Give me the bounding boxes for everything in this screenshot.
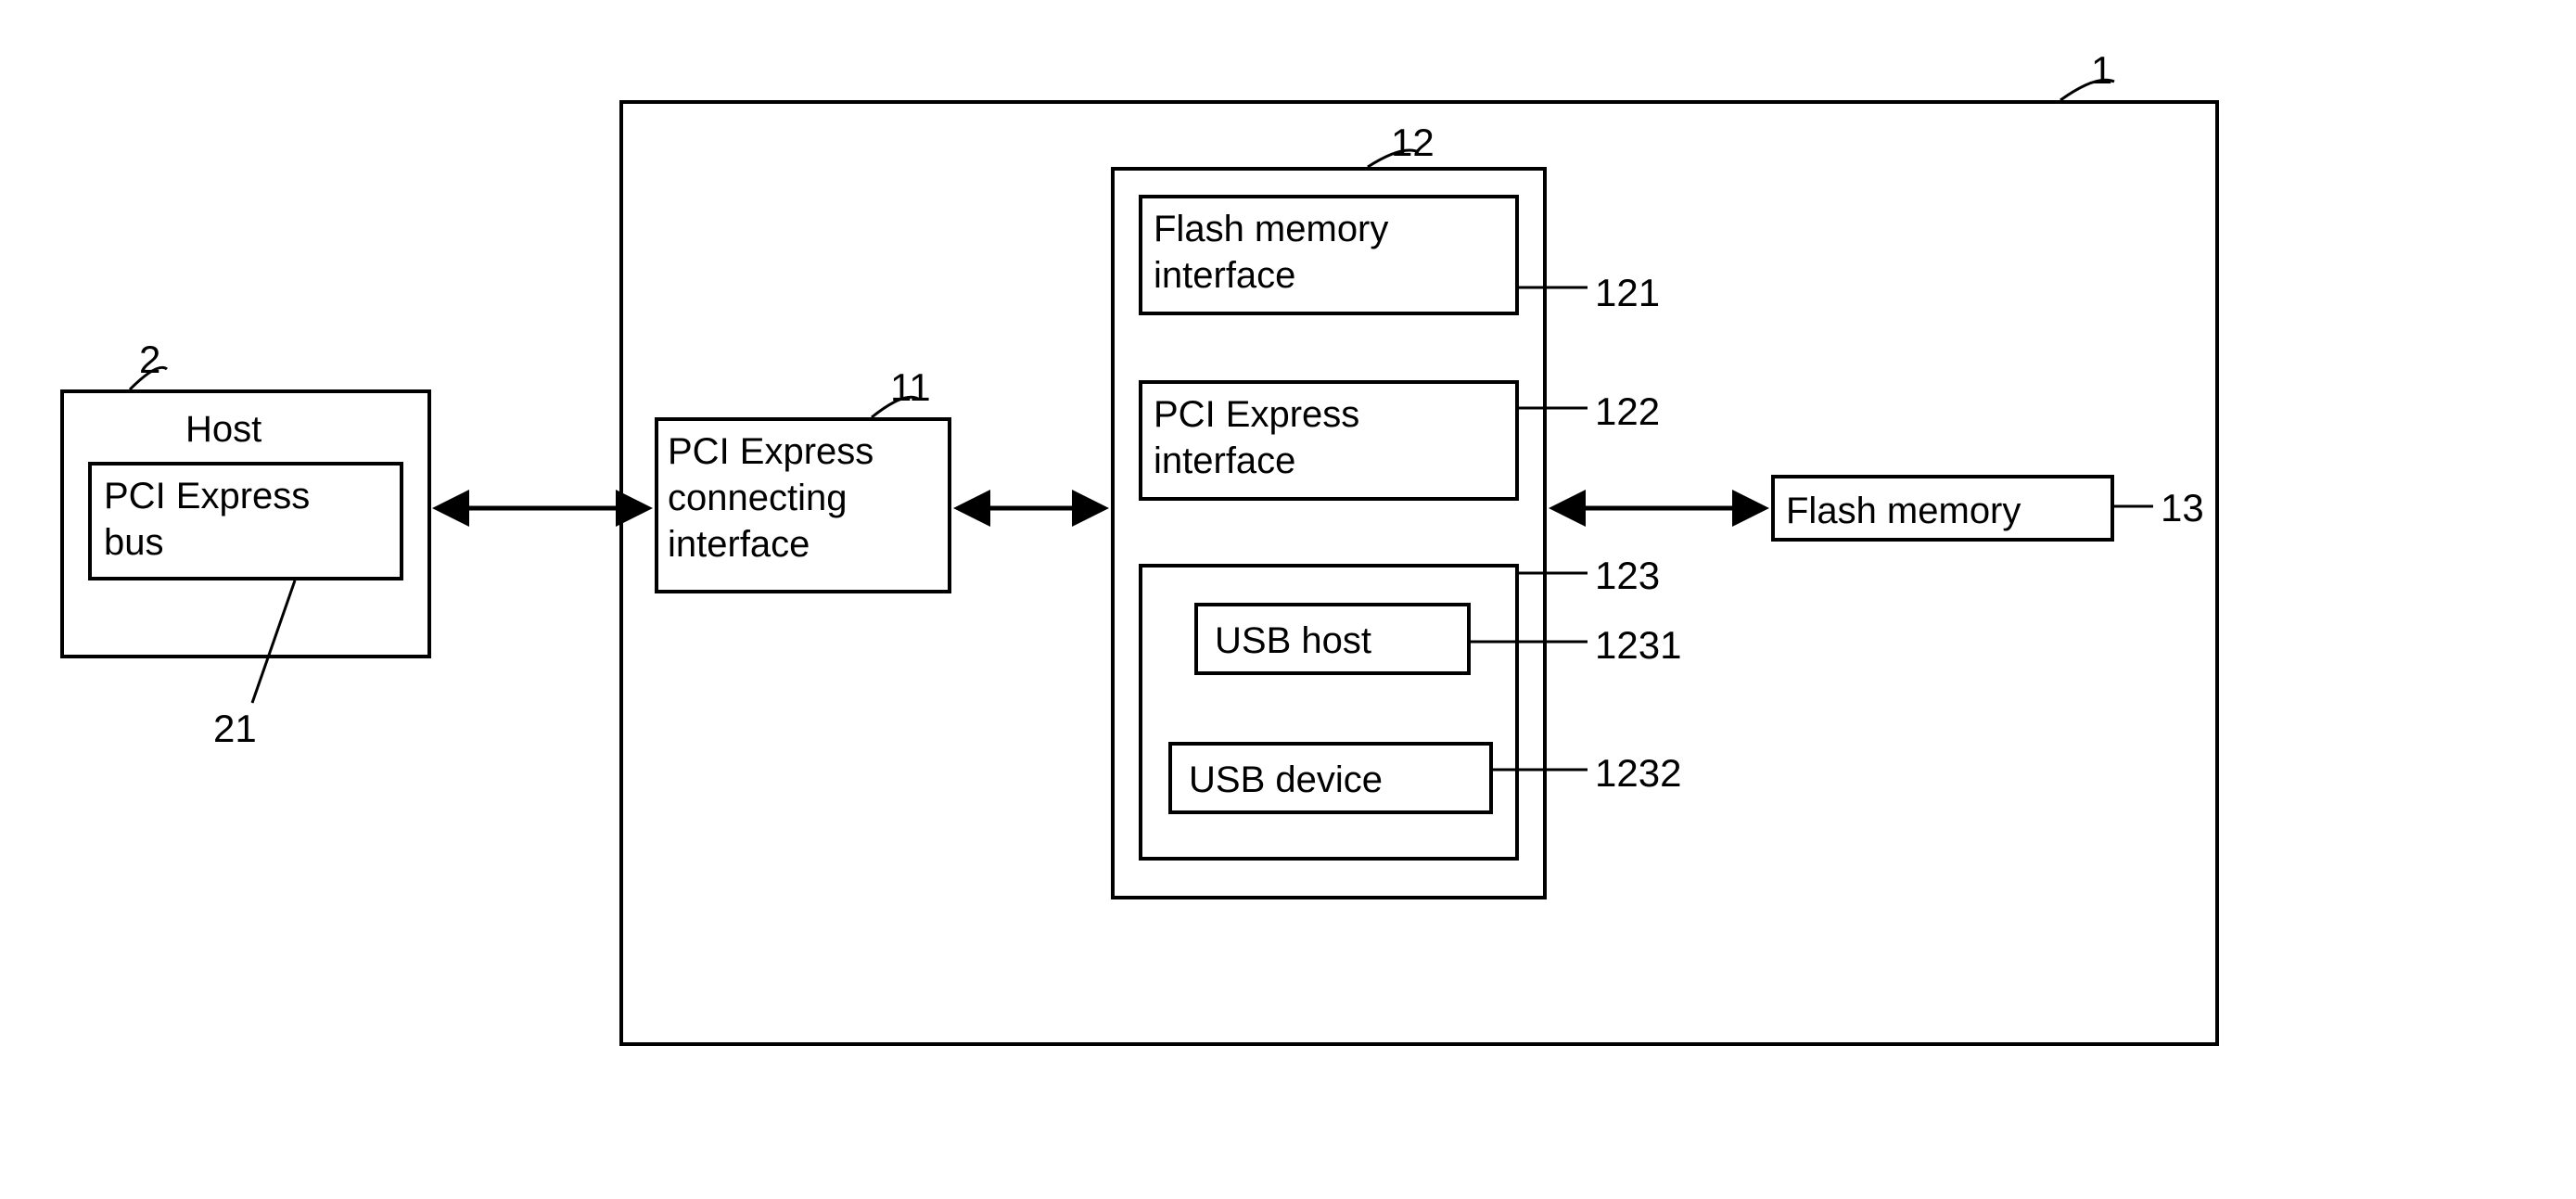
flash-mem-text: Flash memory bbox=[1786, 488, 2021, 534]
pci-conn-text: PCI Express connecting interface bbox=[668, 428, 874, 568]
ref-123: 123 bbox=[1595, 552, 1660, 601]
ref-13: 13 bbox=[2161, 484, 2204, 533]
pci-if-text: PCI Express interface bbox=[1154, 391, 1359, 484]
ref-121: 121 bbox=[1595, 269, 1660, 318]
usb-host-text: USB host bbox=[1215, 618, 1371, 664]
ref-122: 122 bbox=[1595, 388, 1660, 437]
host-title: Host bbox=[185, 406, 261, 453]
ref-21: 21 bbox=[213, 705, 257, 754]
flash-if-text: Flash memory interface bbox=[1154, 206, 1388, 299]
ref-2: 2 bbox=[139, 336, 160, 385]
ref-12: 12 bbox=[1391, 119, 1435, 168]
ref-11: 11 bbox=[890, 364, 931, 413]
ref-1: 1 bbox=[2091, 46, 2112, 96]
pci-bus-text: PCI Express bus bbox=[104, 473, 310, 566]
ref-1231: 1231 bbox=[1595, 621, 1681, 670]
usb-dev-text: USB device bbox=[1189, 757, 1383, 803]
ref-1232: 1232 bbox=[1595, 749, 1681, 798]
